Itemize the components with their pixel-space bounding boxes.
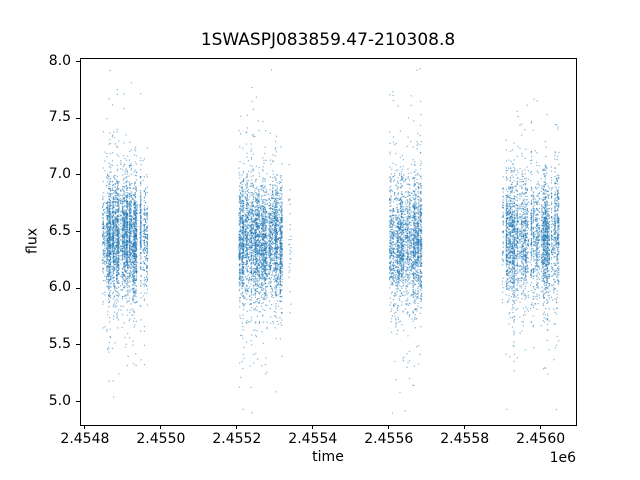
x-tick-label: 2.4560 bbox=[516, 431, 566, 447]
y-tick-mark bbox=[76, 117, 80, 119]
y-axis-label: flux bbox=[24, 228, 41, 254]
x-tick-mark bbox=[388, 425, 390, 429]
y-tick-mark bbox=[76, 401, 80, 403]
scatter-points-canvas bbox=[81, 59, 576, 425]
x-tick-mark bbox=[160, 425, 162, 429]
x-tick-label: 2.4548 bbox=[60, 431, 110, 447]
x-tick-label: 2.4552 bbox=[212, 431, 262, 447]
y-tick-label: 8.0 bbox=[48, 52, 71, 69]
chart-title: 1SWASPJ083859.47-210308.8 bbox=[200, 30, 456, 50]
x-tick-mark bbox=[236, 425, 238, 429]
y-tick-mark bbox=[76, 174, 80, 176]
y-tick-label: 6.0 bbox=[48, 279, 71, 296]
plot-frame bbox=[80, 58, 577, 426]
y-tick-label: 6.5 bbox=[48, 222, 71, 239]
x-tick-label: 2.4550 bbox=[136, 431, 186, 447]
y-tick-label: 5.5 bbox=[48, 335, 71, 352]
x-tick-mark bbox=[84, 425, 86, 429]
x-tick-label: 2.4556 bbox=[364, 431, 414, 447]
x-axis-label: time bbox=[312, 449, 344, 465]
y-tick-label: 7.5 bbox=[48, 109, 71, 126]
x-tick-mark bbox=[540, 425, 542, 429]
y-tick-label: 7.0 bbox=[48, 165, 71, 182]
y-tick-mark bbox=[76, 231, 80, 233]
x-axis-offset-label: 1e6 bbox=[549, 450, 576, 466]
x-tick-mark bbox=[464, 425, 466, 429]
y-tick-mark bbox=[76, 61, 80, 62]
x-tick-mark bbox=[312, 425, 314, 429]
x-tick-label: 2.4554 bbox=[288, 431, 338, 447]
y-tick-mark bbox=[76, 287, 80, 289]
x-tick-label: 2.4558 bbox=[440, 431, 490, 447]
y-tick-mark bbox=[76, 344, 80, 346]
y-tick-label: 5.0 bbox=[48, 392, 71, 409]
